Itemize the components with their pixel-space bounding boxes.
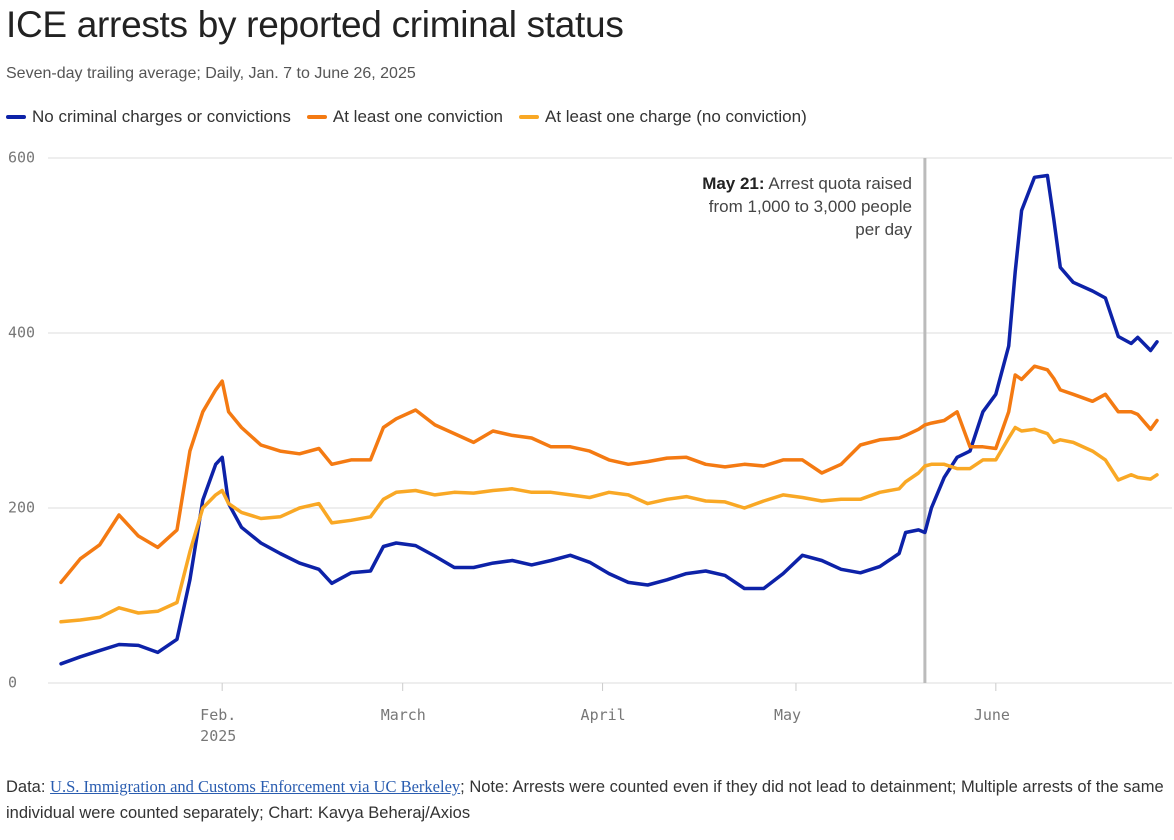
chart-title: ICE arrests by reported criminal status	[6, 4, 624, 45]
legend: No criminal charges or convictions At lea…	[6, 107, 807, 127]
legend-label: At least one conviction	[332, 107, 503, 126]
legend-label: No criminal charges or convictions	[32, 107, 291, 126]
source-note: Data: U.S. Immigration and Customs Enfor…	[6, 774, 1171, 826]
annotation-label: May 21:	[702, 174, 765, 193]
x-tick-label: April	[580, 706, 626, 724]
chart: 0 200 400 600	[8, 149, 1172, 692]
legend-swatch	[6, 115, 26, 119]
y-tick-label: 0	[8, 674, 17, 692]
annotation: May 21: Arrest quota raised from 1,000 t…	[702, 172, 912, 241]
legend-item: No criminal charges or convictions	[6, 107, 291, 127]
source-suffix: ; Note: Arrests were counted even if the…	[6, 778, 1164, 822]
x-tick-label: May	[773, 706, 802, 724]
x-tick-label: June	[973, 706, 1010, 724]
y-tick-label: 600	[8, 149, 35, 167]
legend-swatch	[306, 115, 327, 119]
series-line	[59, 364, 1159, 585]
x-tick-label: Feb. 2025	[200, 706, 237, 745]
legend-item: At least one conviction	[306, 107, 503, 127]
y-tick-label: 400	[8, 324, 35, 342]
legend-swatch	[519, 115, 539, 119]
chart-subtitle: Seven-day trailing average; Daily, Jan. …	[6, 65, 416, 82]
y-tick-label: 200	[8, 499, 35, 517]
source-prefix: Data:	[6, 778, 46, 796]
series-line	[59, 425, 1159, 624]
annotation-text: Arrest quota raised from 1,000 to 3,000 …	[708, 174, 912, 239]
source-link[interactable]: U.S. Immigration and Customs Enforcement…	[50, 777, 461, 796]
x-tick-label: March	[380, 706, 426, 724]
legend-item: At least one charge (no conviction)	[519, 107, 807, 127]
legend-label: At least one charge (no conviction)	[545, 107, 807, 126]
series-line	[59, 173, 1159, 666]
